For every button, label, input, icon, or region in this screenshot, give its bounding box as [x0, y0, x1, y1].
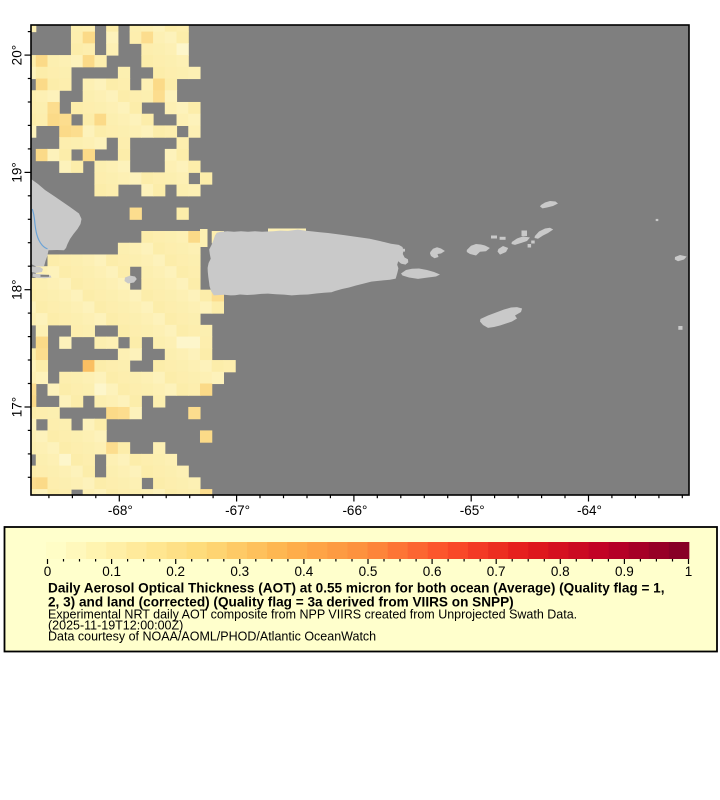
svg-text:0.8: 0.8: [551, 564, 570, 579]
svg-text:Daily Aerosol Optical Thicknes: Daily Aerosol Optical Thickness (AOT) at…: [48, 581, 665, 596]
svg-text:0.2: 0.2: [166, 564, 185, 579]
svg-text:0.3: 0.3: [230, 564, 249, 579]
svg-text:-67°: -67°: [225, 503, 250, 518]
svg-text:0.4: 0.4: [295, 564, 314, 579]
svg-text:0.1: 0.1: [102, 564, 121, 579]
svg-text:-68°: -68°: [108, 503, 133, 518]
svg-text:1: 1: [685, 564, 693, 579]
svg-text:0.9: 0.9: [615, 564, 634, 579]
svg-text:18°: 18°: [10, 279, 25, 299]
svg-text:0: 0: [44, 564, 52, 579]
svg-text:0.7: 0.7: [487, 564, 506, 579]
svg-text:0.6: 0.6: [423, 564, 442, 579]
svg-text:(2025-11-19T12:00:00Z): (2025-11-19T12:00:00Z): [48, 619, 183, 633]
svg-text:Experimental NRT daily AOT com: Experimental NRT daily AOT composite fro…: [48, 608, 577, 622]
svg-text:Data courtesy of NOAA/AOML/PHO: Data courtesy of NOAA/AOML/PHOD/Atlantic…: [48, 630, 376, 644]
svg-text:-66°: -66°: [342, 503, 367, 518]
svg-text:-64°: -64°: [577, 503, 602, 518]
svg-text:19°: 19°: [10, 162, 25, 182]
svg-text:-65°: -65°: [460, 503, 485, 518]
svg-text:20°: 20°: [10, 45, 25, 65]
svg-text:17°: 17°: [10, 397, 25, 417]
svg-text:0.5: 0.5: [359, 564, 378, 579]
svg-text:2, 3) and land (corrected) (Qu: 2, 3) and land (corrected) (Quality flag…: [48, 595, 514, 610]
